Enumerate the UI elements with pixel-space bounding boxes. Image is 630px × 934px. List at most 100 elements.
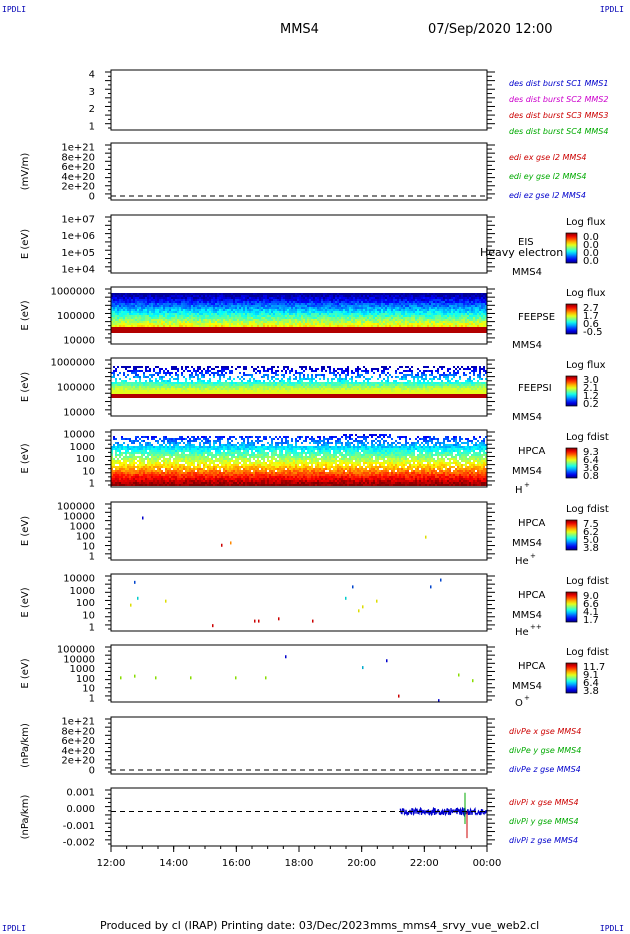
heatmap-cell [161, 313, 163, 315]
heatmap-cell [111, 329, 113, 331]
heatmap-cell [305, 329, 307, 331]
heatmap-cell [155, 396, 157, 398]
heatmap-cell [127, 331, 129, 333]
heatmap-cell [133, 321, 135, 323]
heatmap-cell [297, 384, 299, 386]
heatmap-cell [221, 370, 223, 372]
heatmap-cell [313, 301, 315, 303]
heatmap-cell [217, 394, 219, 396]
heatmap-cell [251, 329, 253, 331]
heatmap-cell [241, 297, 243, 299]
heatmap-cell [353, 329, 355, 331]
heatmap-cell [479, 295, 481, 297]
heatmap-cell [261, 297, 263, 299]
heatmap-cell [309, 380, 311, 382]
heatmap-cell [111, 299, 113, 301]
heatmap-cell [311, 309, 313, 311]
heatmap-cell [447, 303, 449, 305]
heatmap-cell [123, 295, 125, 297]
heatmap-cell [277, 382, 279, 384]
heatmap-cell [403, 299, 405, 301]
heatmap-cell [139, 321, 141, 323]
heatmap-cell [161, 307, 163, 309]
heatmap-cell [151, 394, 153, 396]
heatmap-cell [337, 295, 339, 297]
heatmap-cell [137, 317, 139, 319]
heatmap-cell [169, 327, 171, 329]
heatmap-cell [369, 295, 371, 297]
heatmap-cell [277, 317, 279, 319]
heatmap-cell [385, 327, 387, 329]
heatmap-cell [369, 293, 371, 295]
heatmap-cell [475, 319, 477, 321]
heatmap-cell [163, 325, 165, 327]
heatmap-cell [219, 321, 221, 323]
heatmap-cell [263, 299, 265, 301]
heatmap-cell [223, 309, 225, 311]
heatmap-cell [279, 311, 281, 313]
heatmap-cell [321, 307, 323, 309]
heatmap-cell [427, 325, 429, 327]
heatmap-cell [407, 331, 409, 333]
heatmap-cell [343, 305, 345, 307]
heatmap-cell [335, 295, 337, 297]
heatmap-cell [249, 303, 251, 305]
heatmap-cell [341, 323, 343, 325]
heatmap-cell [119, 325, 121, 327]
heatmap-cell [139, 297, 141, 299]
heatmap-cell [135, 321, 137, 323]
heatmap-cell [407, 303, 409, 305]
heatmap-cell [121, 311, 123, 313]
heatmap-cell [463, 297, 465, 299]
heatmap-cell [273, 380, 275, 382]
heatmap-cell [315, 329, 317, 331]
heatmap-cell [275, 303, 277, 305]
heatmap-cell [467, 321, 469, 323]
heatmap-cell [145, 382, 147, 384]
datetime-title: 07/Sep/2020 12:00 [428, 22, 553, 37]
heatmap-cell [371, 305, 373, 307]
heatmap-cell [391, 303, 393, 305]
heatmap-cell [205, 392, 207, 394]
heatmap-cell [195, 386, 197, 388]
heatmap-cell [355, 319, 357, 321]
heatmap-cell [181, 396, 183, 398]
heatmap-cell [205, 388, 207, 390]
heatmap-cell [257, 305, 259, 307]
heatmap-cell [325, 311, 327, 313]
heatmap-cell [193, 323, 195, 325]
heatmap-cell [313, 307, 315, 309]
heatmap-cell [377, 309, 379, 311]
heatmap-cell [397, 307, 399, 309]
heatmap-cell [333, 297, 335, 299]
heatmap-cell [411, 317, 413, 319]
heatmap-cell [449, 305, 451, 307]
heatmap-cell [421, 301, 423, 303]
heatmap-cell [385, 295, 387, 297]
heatmap-cell [229, 319, 231, 321]
heatmap-cell [403, 295, 405, 297]
heatmap-cell [465, 311, 467, 313]
heatmap-cell [207, 394, 209, 396]
heatmap-cell [473, 305, 475, 307]
heatmap-cell [123, 392, 125, 394]
heatmap-cell [381, 319, 383, 321]
heatmap-cell [383, 311, 385, 313]
heatmap-cell [433, 295, 435, 297]
heatmap-cell [427, 309, 429, 311]
heatmap-cell [225, 319, 227, 321]
heatmap-cell [391, 323, 393, 325]
heatmap-cell [435, 317, 437, 319]
heatmap-cell [453, 295, 455, 297]
heatmap-cell [289, 305, 291, 307]
heatmap-cell [313, 319, 315, 321]
heatmap-cell [153, 293, 155, 295]
heatmap-cell [189, 305, 191, 307]
heatmap-cell [383, 297, 385, 299]
heatmap-cell [129, 386, 131, 388]
heatmap-cell [247, 311, 249, 313]
heatmap-cell [347, 323, 349, 325]
heatmap-cell [283, 319, 285, 321]
heatmap-cell [181, 325, 183, 327]
heatmap-cell [407, 319, 409, 321]
